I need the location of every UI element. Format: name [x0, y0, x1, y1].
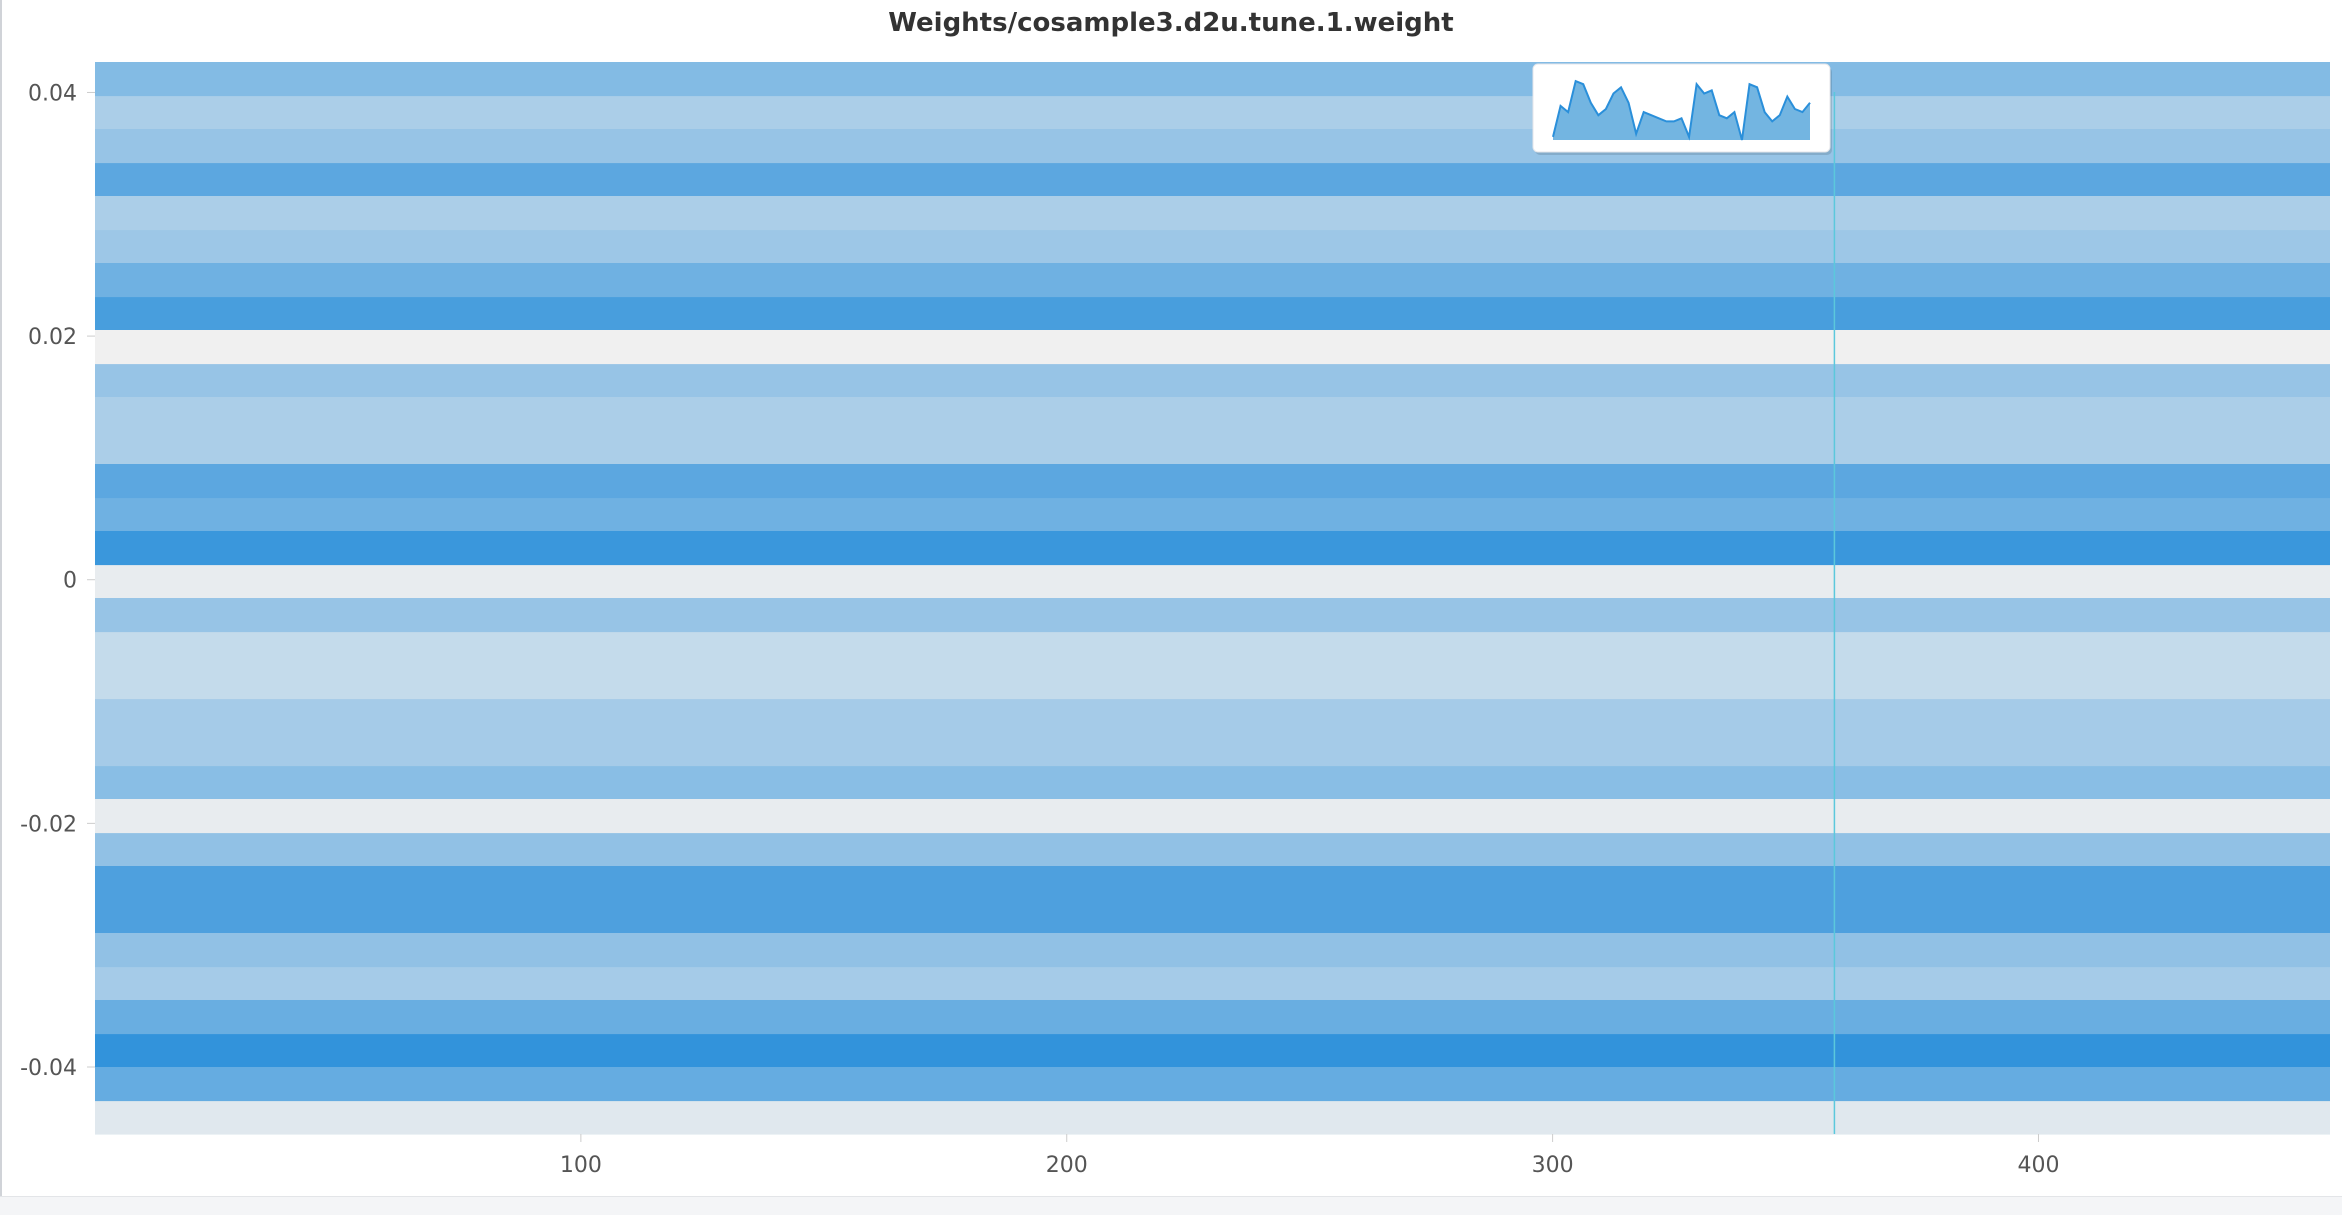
heatmap-bin [95, 699, 2330, 733]
heatmap-bin [95, 1034, 2330, 1068]
y-tick-label: 0 [63, 569, 77, 594]
heatmap-bin [95, 598, 2330, 633]
heatmap-bin [95, 263, 2330, 298]
heatmap-bin [95, 498, 2330, 532]
heatmap-bin [95, 364, 2330, 398]
heatmap-bin [95, 163, 2330, 197]
heatmap-bin [95, 1067, 2330, 1102]
heatmap-bin [95, 900, 2330, 934]
heatmap-bin [95, 129, 2330, 164]
heatmap-bin [95, 230, 2330, 264]
x-tick-label: 100 [560, 1153, 602, 1178]
heatmap-bin [95, 933, 2330, 968]
x-axis: 100 200 300 400 [560, 1134, 2059, 1178]
panel-left-border [0, 0, 2, 1215]
y-tick-label: -0.02 [20, 812, 77, 837]
y-tick-label: 0.02 [28, 325, 77, 350]
heatmap-bin [95, 464, 2330, 499]
x-tick-label: 400 [2017, 1153, 2059, 1178]
heatmap-bin [95, 397, 2330, 432]
heatmap-bin [95, 565, 2330, 599]
heatmap-bin [95, 62, 2330, 97]
heatmap-bin [95, 732, 2330, 767]
heatmap-bin [95, 1101, 2330, 1135]
tooltip-histogram-line [1552, 79, 1811, 141]
tooltip-histogram-area [1553, 81, 1810, 140]
x-tick-label: 200 [1046, 1153, 1088, 1178]
heatmap-bin [95, 1000, 2330, 1035]
heatmap-bin [95, 297, 2330, 331]
heatmap-bin [95, 866, 2330, 901]
heatmap-bin [95, 967, 2330, 1001]
heatmap-bin [95, 799, 2330, 834]
heatmap-bin [95, 531, 2330, 566]
heatmap-bins [95, 62, 2330, 1135]
x-tick-label: 300 [1532, 1153, 1574, 1178]
panel-bottom-strip [0, 1196, 2342, 1215]
y-tick-label: 0.04 [28, 81, 77, 106]
chart-title: Weights/cosample3.d2u.tune.1.weight [888, 8, 1454, 38]
heatmap-bin [95, 665, 2330, 700]
heatmap-bin [95, 632, 2330, 666]
y-tick-label: -0.04 [20, 1056, 77, 1081]
hover-tooltip [1532, 63, 1832, 155]
heatmap-bin [95, 766, 2330, 800]
heatmap-bin [95, 96, 2330, 130]
y-axis: 0.04 0.02 0 -0.02 -0.04 [20, 81, 95, 1081]
heatmap-bin [95, 833, 2330, 867]
heatmap-bin [95, 330, 2330, 365]
heatmap-bin [95, 431, 2330, 465]
heatmap-bin [95, 196, 2330, 231]
